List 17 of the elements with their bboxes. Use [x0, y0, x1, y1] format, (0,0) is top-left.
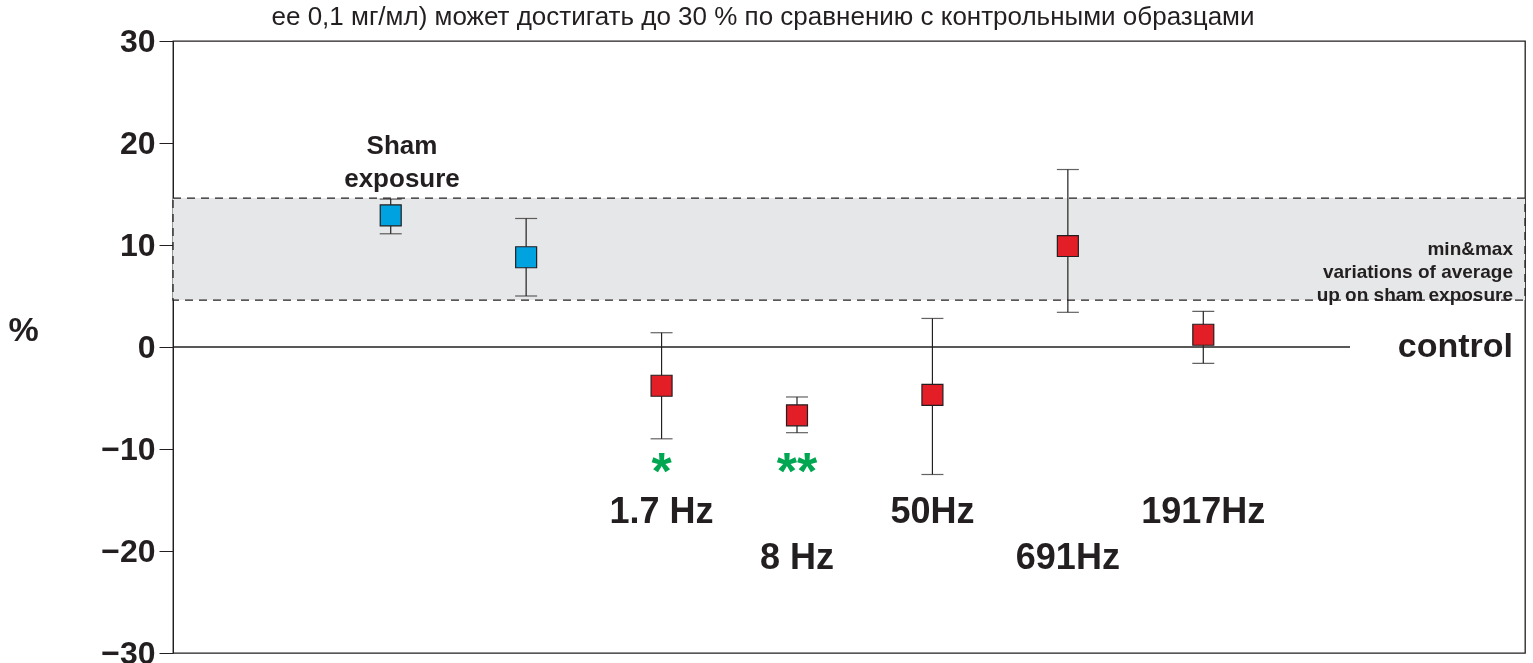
- x-tick-label: 691Hz: [1015, 536, 1120, 578]
- x-tick-label: 50Hz: [890, 490, 975, 532]
- x-tick-label: 8 Hz: [759, 536, 835, 578]
- y-axis-title: %: [8, 309, 39, 348]
- text: ее 0,1 мг/мл) может достигать до 30 % по сравнению с контрольными образцами: [271, 1, 1255, 31]
- y-tick-label: 10: [119, 226, 156, 263]
- band-label: min&max variations of average up on sham exposure: [1316, 238, 1514, 306]
- y-tick-label: −30: [101, 634, 156, 663]
- annotation: **: [776, 442, 818, 500]
- x-tick-label: 1917Hz: [1141, 490, 1266, 532]
- y-tick-label: −10: [101, 430, 156, 467]
- ref-line-label: control: [1397, 326, 1513, 364]
- y-tick-label: −20: [101, 532, 156, 569]
- annotation: Sham exposure: [344, 130, 460, 193]
- y-tick-label: 30: [119, 22, 156, 59]
- y-tick-label: 20: [119, 124, 156, 161]
- y-tick-label: 0: [137, 328, 156, 365]
